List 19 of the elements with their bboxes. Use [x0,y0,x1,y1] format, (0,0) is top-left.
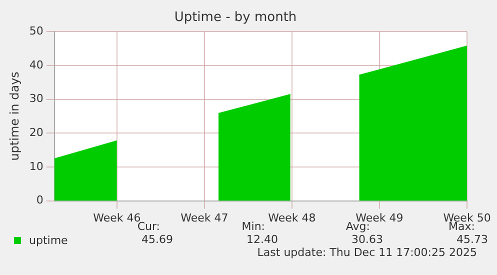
y-tick-label: 20 [29,126,44,139]
x-tick-label: Week 48 [268,211,316,224]
y-tick-label: 10 [29,160,44,173]
y-tick-label: 50 [29,24,44,38]
text: 12.40 [246,233,278,246]
y-tick-label: 30 [29,92,44,106]
text: 45.69 [142,233,173,246]
text: Max: [448,220,475,233]
text: 45.73 [456,233,488,246]
y-tick-label: 0 [36,194,44,207]
y-axis-title: uptime in days [7,72,22,161]
text: Last update: Thu Dec 11 17:00:25 2025 [257,246,477,259]
text: Cur: [137,220,160,233]
chart-title: Uptime - by month [174,10,297,26]
legend-label: uptime [29,234,68,247]
y-tick-label: 40 [29,58,44,72]
x-tick-label: Week 47 [180,211,228,224]
text: 30.63 [352,233,383,246]
text: Min: [242,220,265,233]
